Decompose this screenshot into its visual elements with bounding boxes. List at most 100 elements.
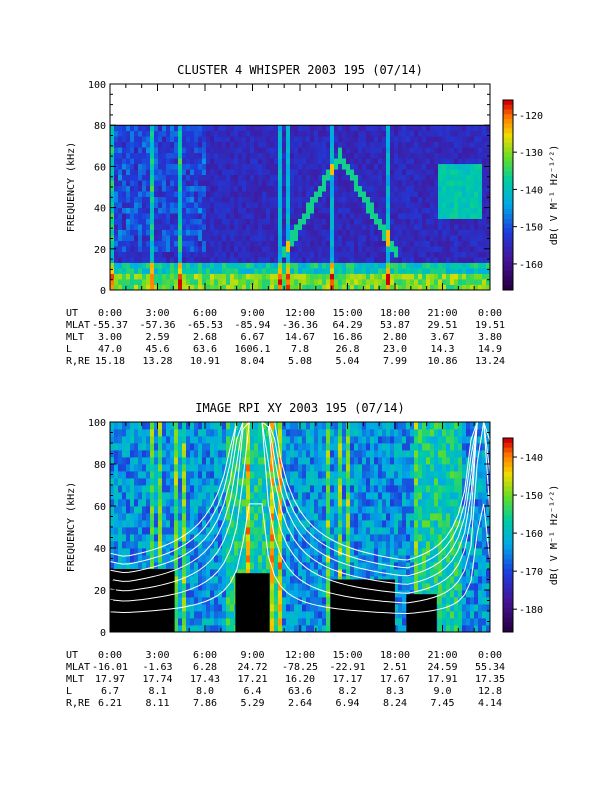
spectrogram-cell — [310, 262, 315, 269]
spectrogram-cell — [350, 471, 355, 479]
spectrogram-cell — [186, 174, 191, 181]
spectrogram-cell — [222, 147, 227, 154]
spectrogram-cell — [130, 279, 135, 285]
spectrogram-cell — [354, 562, 359, 570]
spectrogram-cell — [206, 562, 211, 570]
spectrogram-cell — [354, 240, 359, 247]
spectrogram-cell — [482, 268, 487, 274]
spectrogram-cell — [222, 213, 227, 219]
spectrogram-cell — [310, 520, 315, 528]
spectrogram-cell — [418, 207, 423, 214]
spectrogram-cell — [150, 262, 155, 269]
spectrogram-cell — [242, 548, 247, 556]
spectrogram-cell — [362, 450, 367, 458]
spectrogram-cell — [126, 136, 131, 143]
spectrogram-cell — [318, 180, 323, 187]
spectrogram-cell — [446, 191, 451, 198]
spectrogram-cell — [282, 604, 287, 612]
spectrogram-cell — [130, 125, 135, 132]
spectrogram-cell — [150, 520, 155, 528]
spectrogram-cell — [282, 268, 287, 274]
spectrogram-cell — [290, 471, 295, 479]
spectrogram-cell — [246, 520, 251, 528]
spectrogram-cell — [286, 457, 291, 465]
spectrogram-cell — [354, 235, 359, 241]
spectrogram-cell — [222, 257, 227, 263]
spectrogram-cell — [334, 541, 339, 549]
spectrogram-cell — [302, 141, 307, 148]
spectrogram-cell — [126, 555, 131, 563]
spectrogram-cell — [290, 534, 295, 542]
spectrogram-cell — [246, 478, 251, 486]
spectrogram-cell — [334, 235, 339, 241]
spectrogram-cell — [346, 268, 351, 274]
spectrogram-cell — [346, 478, 351, 486]
spectrogram-cell — [394, 136, 399, 143]
spectrogram-cell — [374, 218, 379, 225]
spectrogram-cell — [330, 464, 335, 472]
spectrogram-cell — [166, 213, 171, 219]
spectrogram-cell — [410, 169, 415, 176]
spectrogram-cell — [434, 268, 439, 274]
spectrogram-cell — [218, 213, 223, 219]
spectrogram-cell — [170, 213, 175, 219]
spectrogram-cell — [134, 202, 139, 208]
spectrogram-cell — [466, 273, 471, 280]
spectrogram-cell — [186, 625, 191, 633]
spectrogram-cell — [110, 136, 115, 143]
spectrogram-cell — [294, 506, 299, 514]
spectrogram-cell — [186, 246, 191, 252]
spectrogram-cell — [470, 196, 475, 203]
spectrogram-cell — [438, 218, 443, 225]
spectrogram-cell — [294, 485, 299, 493]
spectrogram-cell — [346, 257, 351, 263]
spectrogram-cell — [350, 548, 355, 556]
spectrogram-cell — [258, 147, 263, 154]
spectrogram-cell — [150, 422, 155, 430]
spectrogram-cell — [370, 251, 375, 258]
spectrogram-cell — [234, 136, 239, 143]
spectrogram-cell — [382, 229, 387, 236]
spectrogram-cell — [266, 492, 271, 500]
spectrogram-cell — [134, 240, 139, 247]
spectrogram-cell — [282, 152, 287, 159]
spectrogram-cell — [122, 136, 127, 143]
spectrogram-cell — [350, 136, 355, 143]
spectrogram-cell — [110, 436, 115, 444]
spectrogram-cell — [218, 499, 223, 507]
spectrogram-cell — [342, 471, 347, 479]
spectrogram-cell — [142, 527, 147, 535]
spectrogram-cell — [478, 158, 483, 165]
spectrogram-cell — [230, 268, 235, 274]
spectrogram-cell — [442, 163, 447, 170]
spectrogram-cell — [286, 583, 291, 591]
spectrogram-cell — [190, 513, 195, 521]
spectrogram-cell — [278, 555, 283, 563]
spectrogram-cell — [362, 429, 367, 437]
spectrogram-cell — [306, 464, 311, 472]
spectrogram-cell — [390, 202, 395, 208]
spectrogram-cell — [482, 125, 487, 132]
spectrogram-cell — [418, 191, 423, 198]
spectrogram-cell — [210, 597, 215, 605]
spectrogram-cell — [250, 224, 255, 230]
spectrogram-cell — [278, 257, 283, 263]
spectrogram-cell — [246, 185, 251, 192]
spectrogram-cell — [110, 422, 115, 430]
spectrogram-cell — [238, 429, 243, 437]
spectrogram-cell — [298, 485, 303, 493]
spectrogram-cell — [238, 279, 243, 285]
spectrogram-cell — [126, 207, 131, 214]
spectrogram-cell — [238, 273, 243, 280]
spectrogram-cell — [394, 169, 399, 176]
spectrogram-cell — [306, 625, 311, 633]
spectrogram-cell — [330, 457, 335, 465]
spectrogram-cell — [126, 180, 131, 187]
spectrogram-cell — [374, 136, 379, 143]
spectrogram-cell — [482, 224, 487, 230]
spectrogram-cell — [266, 429, 271, 437]
spectrogram-cell — [122, 555, 127, 563]
spectrogram-cell — [294, 471, 299, 479]
spectrogram-cell — [166, 158, 171, 165]
spectrogram-cell — [394, 229, 399, 236]
